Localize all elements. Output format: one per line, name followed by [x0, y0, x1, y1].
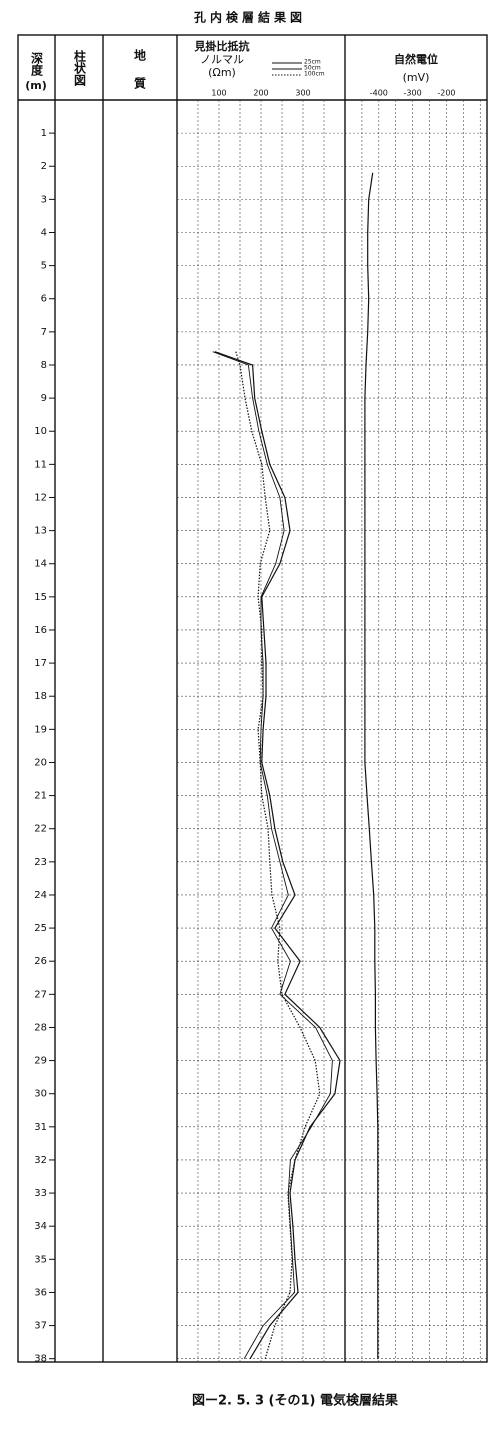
x-tick-label: -300 — [404, 89, 422, 98]
depth-tick-label: 12 — [34, 492, 47, 503]
legend-label: 50cm — [304, 65, 321, 72]
log-line — [364, 172, 379, 1359]
panel-unit: (Ωm) — [208, 66, 236, 79]
depth-tick-label: 19 — [34, 724, 47, 735]
depth-tick-label: 16 — [34, 625, 47, 636]
depth-tick-label: 30 — [34, 1089, 47, 1100]
depth-tick-label: 38 — [34, 1354, 47, 1365]
depth-tick-label: 33 — [34, 1188, 47, 1199]
depth-tick-label: 37 — [34, 1321, 47, 1332]
depth-tick-label: 32 — [34, 1155, 47, 1166]
depth-tick-label: 23 — [34, 857, 47, 868]
depth-tick-label: 15 — [34, 592, 47, 603]
depth-tick-label: 8 — [41, 360, 47, 371]
depth-unit: (m) — [25, 79, 47, 92]
x-tick-label: -400 — [370, 89, 388, 98]
depth-tick-label: 20 — [34, 757, 47, 768]
x-tick-label: -200 — [437, 89, 455, 98]
depth-tick-label: 35 — [34, 1254, 47, 1265]
depth-tick-label: 18 — [34, 691, 47, 702]
depth-tick-label: 7 — [41, 327, 47, 338]
depth-tick-label: 24 — [34, 890, 47, 901]
depth-tick-label: 22 — [34, 824, 47, 835]
depth-tick-label: 34 — [34, 1221, 47, 1232]
legend-label: 25cm — [304, 59, 321, 66]
depth-tick-label: 10 — [34, 426, 47, 437]
depth-tick-label: 36 — [34, 1287, 47, 1298]
depth-tick-label: 1 — [41, 128, 47, 139]
geology-header: 質 — [134, 76, 146, 91]
depth-tick-label: 5 — [41, 261, 47, 272]
panel-subtitle: ノルマル — [200, 53, 244, 66]
depth-tick-label: 21 — [34, 791, 47, 802]
legend-label: 100cm — [304, 71, 325, 78]
depth-header: 深度 — [30, 51, 44, 77]
depth-tick-label: 11 — [34, 459, 47, 470]
column-header: 柱状図 — [73, 49, 87, 87]
depth-tick-label: 2 — [41, 161, 47, 172]
depth-tick-label: 31 — [34, 1122, 47, 1133]
geology-header: 地 — [134, 48, 146, 63]
x-tick-label: 200 — [253, 89, 268, 98]
depth-tick-label: 3 — [41, 194, 47, 205]
x-tick-label: 100 — [211, 89, 226, 98]
depth-tick-label: 29 — [34, 1056, 47, 1067]
depth-tick-label: 27 — [34, 989, 47, 1000]
figure-title: 孔内検層結果図 — [194, 10, 306, 25]
depth-tick-label: 9 — [41, 393, 47, 404]
depth-tick-label: 26 — [34, 956, 47, 967]
log-line — [212, 351, 333, 1359]
depth-tick-label: 25 — [34, 923, 47, 934]
depth-tick-label: 14 — [34, 559, 47, 570]
panel-unit: (mV) — [403, 71, 430, 84]
table-frame — [17, 34, 488, 1363]
panel-title: 見掛比抵抗 — [194, 39, 250, 53]
depth-tick-label: 6 — [41, 294, 47, 305]
depth-tick-label: 4 — [41, 227, 47, 238]
panel-title: 自然電位 — [394, 52, 438, 66]
depth-tick-label: 17 — [34, 658, 47, 669]
log-line — [214, 351, 341, 1360]
depth-tick-label: 13 — [34, 526, 47, 537]
depth-tick-label: 28 — [34, 1022, 47, 1033]
caption: 図ー2. 5. 3 (その1) 電気検層結果 — [192, 1393, 398, 1409]
x-tick-label: 300 — [295, 89, 310, 98]
